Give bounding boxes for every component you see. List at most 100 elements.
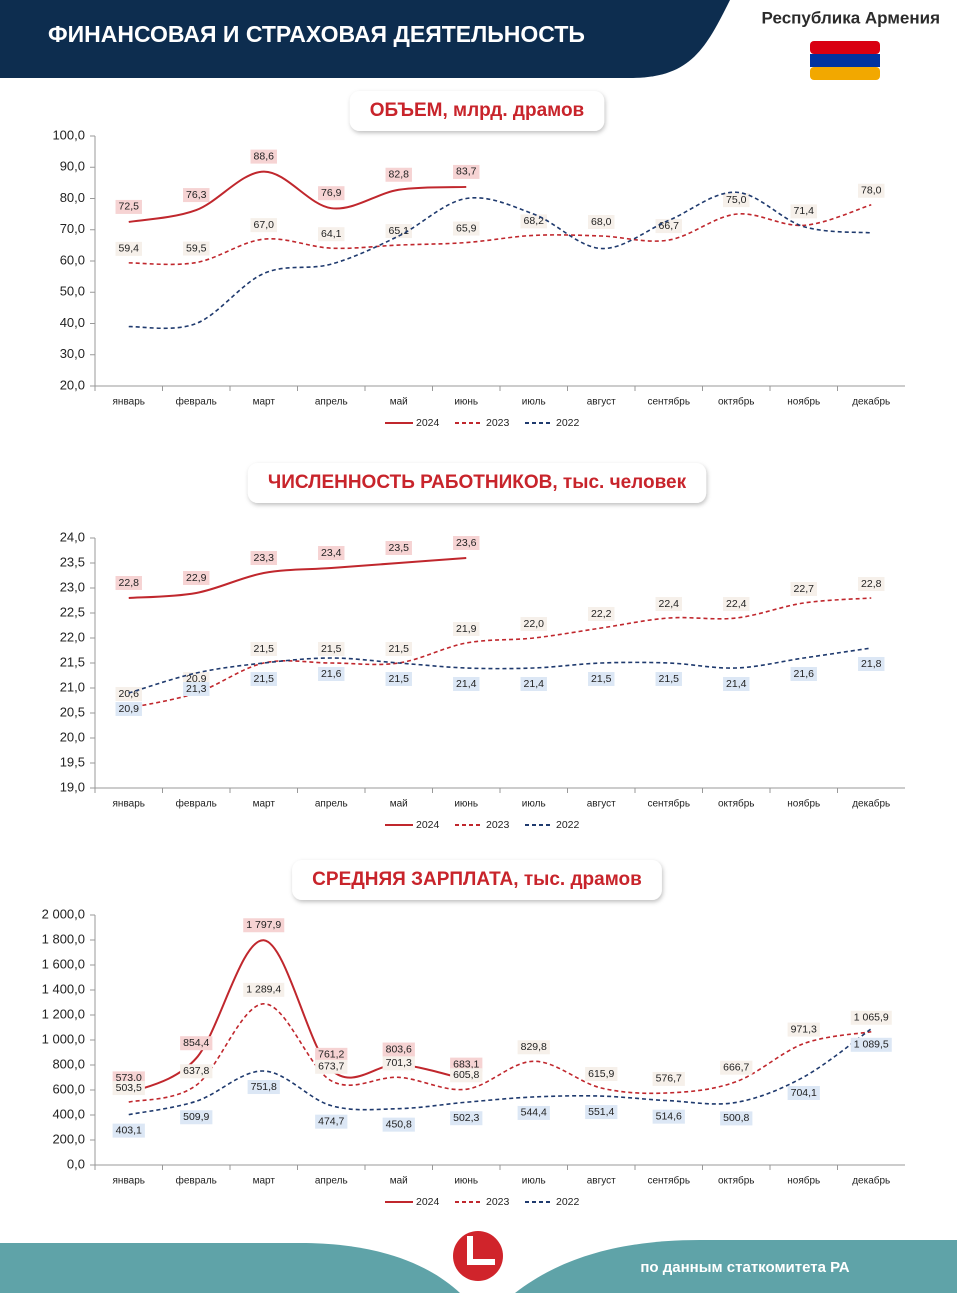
chart-title: ЧИСЛЕННОСТЬ РАБОТНИКОВ, тыс. человек [268,472,687,493]
value-label-bg [850,1010,892,1025]
value-label-bg [450,1068,483,1083]
x-tick-label: май [390,397,408,408]
value-label: 65,1 [389,225,410,237]
series-line [128,1028,872,1116]
series-line [128,170,467,223]
value-label-bg [858,657,885,671]
value-label: 21,5 [254,643,275,655]
x-tick-label: июль [522,1176,546,1187]
legend-label: 2023 [486,1196,510,1208]
y-tick-label: 20,0 [60,729,85,744]
value-label-bg [517,1105,550,1120]
value-label: 21,4 [456,678,477,690]
value-label-bg [243,982,285,997]
value-label: 21,5 [254,673,275,685]
y-tick-label: 30,0 [60,346,85,361]
value-label: 615,9 [588,1068,614,1080]
value-label: 20,9 [186,673,207,685]
y-tick-label: 600,0 [52,1081,85,1096]
value-label-bg [318,642,345,656]
chart-title: ОБЪЕМ, млрд. драмов [370,100,585,121]
value-label: 701,3 [386,1057,412,1069]
value-label: 21,4 [524,678,545,690]
value-label: 829,8 [521,1041,547,1053]
value-label-bg [787,1085,820,1100]
value-label-bg [585,1067,618,1082]
value-label: 78,0 [861,185,882,197]
x-tick-label: октябрь [718,396,755,408]
y-tick-label: 1 000,0 [42,1031,85,1046]
value-label-bg [858,577,885,591]
value-label: 971,3 [791,1023,817,1035]
value-label: 1 797,9 [246,919,281,931]
value-label: 21,6 [794,668,815,680]
value-label: 21,5 [389,673,410,685]
value-label-bg [720,1111,753,1126]
y-tick-label: 200,0 [52,1131,85,1146]
value-label-bg [588,672,615,686]
y-tick-label: 1 800,0 [42,931,85,946]
y-tick-label: 24,0 [60,529,85,544]
series-line [128,191,872,330]
value-label: 21,9 [456,623,477,635]
value-label-bg [315,1047,348,1062]
value-label-bg [112,1081,145,1096]
chart: ОБЪЕМ, млрд. драмов 20,0 30,0 40,0 50,0 60,0 7… [52,91,905,429]
y-tick-label: 400,0 [52,1106,85,1121]
series-line [128,203,872,266]
y-tick-label: 70,0 [60,221,85,236]
x-tick-label: июнь [454,397,478,408]
value-label-bg [450,1057,483,1072]
legend-label: 2022 [556,417,580,429]
y-tick-label: 50,0 [60,284,85,299]
value-label: 450,8 [386,1118,412,1130]
value-label-bg [385,672,412,686]
legend-label: 2023 [486,819,510,831]
series-line [128,597,872,709]
value-label: 474,7 [318,1115,344,1127]
value-label: 21,5 [591,673,612,685]
logo [453,1231,503,1281]
value-label: 76,9 [321,187,342,199]
value-label: 503,5 [116,1082,142,1094]
chart: ЧИСЛЕННОСТЬ РАБОТНИКОВ, тыс. человек 19,0… [60,463,905,831]
y-tick-label: 19,0 [60,779,85,794]
value-label: 761,2 [318,1049,344,1061]
value-label-bg [318,227,345,242]
y-tick-label: 1 400,0 [42,981,85,996]
flag [810,41,880,80]
value-label: 59,4 [119,243,140,255]
value-label-bg [723,193,750,208]
x-tick-label: январь [113,397,145,408]
value-label: 21,8 [861,658,882,670]
value-label: 68,2 [524,215,545,227]
value-label: 21,6 [321,668,342,680]
x-tick-label: ноябрь [787,798,820,810]
value-label: 23,4 [321,547,342,559]
value-label-bg [787,1022,820,1037]
y-tick-label: 23,0 [60,579,85,594]
value-label: 403,1 [116,1124,142,1136]
y-tick-label: 60,0 [60,252,85,267]
x-tick-label: март [253,1176,276,1187]
value-label: 22,7 [794,583,815,595]
value-label: 502,3 [453,1112,479,1124]
value-label-bg [250,551,277,565]
x-tick-label: август [587,1176,616,1187]
value-label-bg [520,677,547,691]
value-label-bg [382,1056,415,1071]
x-tick-label: июнь [454,1176,478,1187]
value-label-bg [315,1059,348,1074]
value-label: 22,4 [726,598,747,610]
value-label: 20,9 [119,703,140,715]
value-label-bg [247,1080,280,1095]
value-label-bg [588,607,615,621]
value-label: 683,1 [453,1058,479,1070]
series-line [128,557,467,599]
value-label-bg [453,221,480,236]
x-tick-label: апрель [315,1176,348,1187]
x-tick-label: ноябрь [787,1175,820,1187]
y-tick-label: 23,5 [60,554,85,569]
value-label: 23,3 [254,552,275,564]
value-label: 23,6 [456,537,477,549]
